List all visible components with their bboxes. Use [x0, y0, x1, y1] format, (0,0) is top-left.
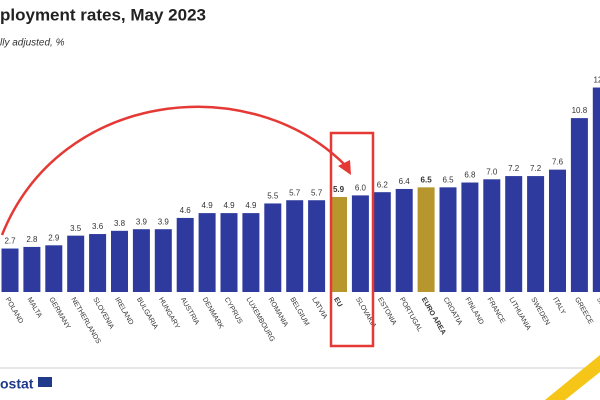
bar — [220, 213, 238, 292]
value-label: 3.5 — [70, 224, 82, 233]
bar — [242, 213, 260, 292]
value-label: 4.9 — [202, 201, 214, 210]
value-label: 3.9 — [136, 217, 148, 226]
bar — [111, 230, 128, 292]
value-label: 4.9 — [245, 201, 257, 210]
value-label: 6.8 — [464, 171, 476, 180]
value-label: 3.8 — [114, 219, 126, 228]
bar — [395, 188, 413, 292]
bar — [373, 192, 391, 292]
value-label: 7.0 — [486, 167, 498, 176]
bar — [154, 229, 172, 292]
bar — [505, 176, 523, 292]
bar — [483, 179, 501, 292]
footer-logo: ostat — [0, 376, 34, 392]
bar — [570, 118, 588, 293]
bar — [549, 169, 566, 292]
bar — [264, 203, 282, 292]
value-label: 2.7 — [4, 237, 16, 246]
value-label: 7.6 — [552, 158, 564, 167]
bar — [527, 176, 545, 292]
highlight-box — [329, 131, 375, 348]
value-label: 6.5 — [421, 175, 433, 184]
bar — [330, 197, 347, 292]
value-label: 5.5 — [267, 192, 279, 201]
bar — [592, 87, 600, 292]
bar — [286, 200, 304, 292]
bar — [89, 234, 107, 292]
value-label: 5.7 — [289, 188, 301, 197]
bar — [1, 248, 19, 292]
bar — [417, 187, 435, 292]
value-label: 6.4 — [399, 177, 411, 186]
bar — [176, 217, 194, 292]
value-label: 10.8 — [572, 106, 588, 115]
bar — [461, 182, 479, 292]
value-label: 5.9 — [333, 185, 345, 194]
x-tick-label: EU — [332, 296, 343, 308]
bar — [308, 200, 326, 292]
bar — [67, 235, 85, 292]
chart-title: ployment rates, May 2023 — [0, 5, 206, 24]
value-label: 6.2 — [377, 180, 389, 189]
value-label: 6.0 — [355, 184, 367, 193]
value-label: 3.9 — [158, 217, 170, 226]
chart-subtitle: lly adjusted, % — [0, 38, 65, 49]
value-label: 2.8 — [26, 235, 38, 244]
bar — [23, 246, 41, 292]
bar — [45, 245, 63, 292]
value-label: 3.6 — [92, 222, 104, 231]
value-label: 4.9 — [223, 201, 235, 210]
bar — [198, 213, 216, 292]
bar — [351, 195, 369, 292]
value-label: 7.2 — [530, 164, 542, 173]
corner-shape — [545, 355, 600, 400]
value-label: 2.9 — [48, 233, 60, 242]
value-label: 6.5 — [442, 175, 454, 184]
value-label: 12.7 — [594, 76, 600, 85]
arrow — [0, 105, 346, 236]
eu-flag — [38, 377, 52, 387]
value-label: 4.6 — [180, 206, 192, 215]
arrow-head — [338, 160, 351, 175]
value-label: 7.2 — [508, 164, 520, 173]
value-label: 5.7 — [311, 188, 323, 197]
bar — [439, 187, 457, 292]
bar — [132, 229, 150, 292]
